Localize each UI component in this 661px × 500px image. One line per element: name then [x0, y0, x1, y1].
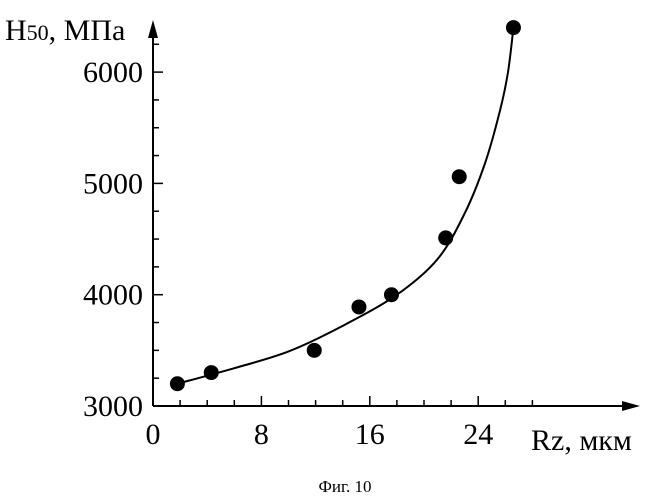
data-point — [351, 299, 366, 314]
y-axis-title-unit: , МПа — [49, 14, 126, 47]
figure-caption: Фиг. 10 — [318, 477, 371, 496]
axes — [148, 20, 640, 411]
x-tick-label: 24 — [463, 418, 493, 451]
y-axis-title: H50, МПа — [5, 14, 125, 47]
data-point — [307, 343, 322, 358]
y-tick-label: 5000 — [83, 167, 143, 200]
data-point — [204, 365, 219, 380]
data-point — [452, 169, 467, 184]
y-axis-title-subscript: 50 — [27, 20, 49, 45]
data-point — [438, 230, 453, 245]
data-point — [506, 20, 521, 35]
trend-curve-layer — [177, 28, 513, 384]
x-tick-label: 8 — [254, 418, 269, 451]
y-axis-title-main: H — [5, 14, 27, 47]
tick-labels: 3000 4000 5000 6000 0 8 16 24 — [83, 56, 493, 451]
x-tick-label: 16 — [355, 418, 385, 451]
y-tick-label: 6000 — [83, 56, 143, 89]
x-axis-arrow — [622, 401, 640, 411]
x-tick-label: 0 — [146, 418, 161, 451]
trend-curve — [177, 28, 513, 384]
y-tick-label: 3000 — [83, 390, 143, 423]
x-axis-title: Rz, мкм — [531, 424, 632, 457]
y-axis-arrow — [148, 20, 158, 38]
y-tick-label: 4000 — [83, 279, 143, 312]
data-point — [170, 376, 185, 391]
tick-marks — [153, 44, 532, 406]
data-point — [384, 287, 399, 302]
